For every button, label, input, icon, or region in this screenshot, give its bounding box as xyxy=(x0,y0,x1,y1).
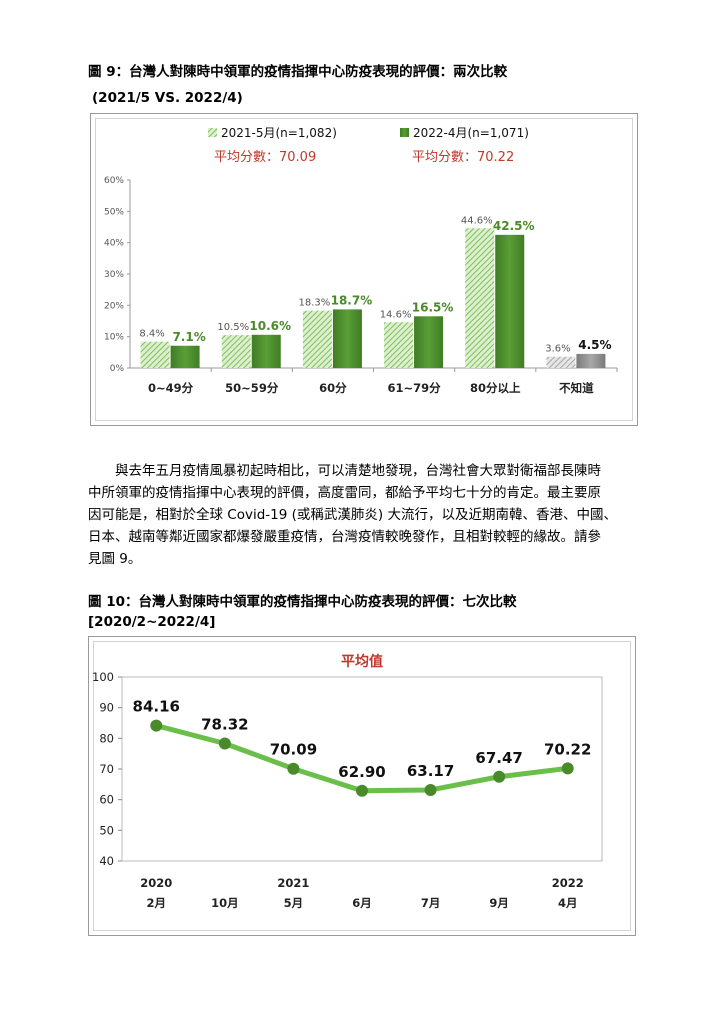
x-tick-label: 80分以上 xyxy=(470,381,521,395)
data-point xyxy=(561,762,574,775)
y-tick-label: 20% xyxy=(104,301,124,311)
paragraph-line: 日本、越南等鄰近國家都爆發嚴重疫情，台灣疫情較晚發作，且相對較輕的緣故。請參 xyxy=(88,529,601,545)
data-label: 62.90 xyxy=(338,763,385,781)
data-label: 70.09 xyxy=(270,741,317,759)
figure-9-frame xyxy=(90,113,638,426)
data-label-2022: 7.1% xyxy=(172,330,205,344)
data-label-2022: 18.7% xyxy=(331,293,373,307)
y-tick-label: 50% xyxy=(104,207,124,217)
legend-label-2021: 2021-5月(n=1,082) xyxy=(221,126,337,140)
paragraph-line: 見圖 9。 xyxy=(88,551,142,567)
figure-10-caption: 圖 10：台灣人對陳時中領軍的疫情指揮中心防疫表現的評價：七次比較 xyxy=(88,594,517,610)
figure-10-subcaption: [2020/2~2022/4] xyxy=(88,614,216,630)
data-label-2021: 3.6% xyxy=(545,344,570,355)
x-month-label: 9月 xyxy=(489,896,509,910)
x-month-label: 7月 xyxy=(421,896,441,910)
x-month-label: 6月 xyxy=(352,896,372,910)
bar-2021 xyxy=(140,341,170,368)
y-tick-label: 60 xyxy=(99,793,114,807)
paragraph-line: 因可能是，相對於全球 Covid-19 (或稱武漢肺炎) 大流行，以及近期南韓、… xyxy=(88,507,617,523)
line-chart-title: 平均值 xyxy=(341,653,383,670)
data-label: 78.32 xyxy=(201,715,248,733)
data-label-2021: 44.6% xyxy=(461,215,493,226)
data-label: 67.47 xyxy=(475,749,522,767)
bar-2021 xyxy=(221,335,251,368)
data-label-2022: 10.6% xyxy=(249,319,291,333)
bar-2021 xyxy=(302,310,332,368)
x-year-label: 2020 xyxy=(140,876,172,890)
data-label: 70.22 xyxy=(544,740,591,758)
x-month-label: 5月 xyxy=(284,896,304,910)
y-tick-label: 40 xyxy=(99,854,114,868)
body-paragraph: 與去年五月疫情風暴初起時相比，可以清楚地發現，台灣社會大眾對衛福部長陳時 中所領… xyxy=(88,460,643,570)
y-tick-label: 60% xyxy=(104,176,124,186)
x-year-label: 2021 xyxy=(277,876,309,890)
bar-2021 xyxy=(465,228,495,368)
data-point xyxy=(218,737,231,750)
x-month-label: 2月 xyxy=(147,896,167,910)
legend-swatch-2021 xyxy=(208,128,217,137)
y-tick-label: 100 xyxy=(92,670,114,684)
data-point xyxy=(287,762,300,775)
x-tick-label: 不知道 xyxy=(559,381,594,395)
bar-2021 xyxy=(546,356,576,368)
y-tick-label: 40% xyxy=(104,239,124,249)
data-label-2021: 18.3% xyxy=(299,298,331,309)
data-label-2022: 16.5% xyxy=(412,300,454,314)
bar-2021 xyxy=(384,322,414,368)
paragraph-line: 中所領軍的疫情指揮中心表現的評價，高度雷同，都給予平均七十分的肯定。最主要原 xyxy=(88,485,601,501)
figure-9-subcaption: (2021/5 VS. 2022/4) xyxy=(92,90,243,106)
average-score-2022: 平均分數：70.22 xyxy=(412,150,514,165)
data-label-2022: 42.5% xyxy=(493,219,535,233)
bar-chart: 0% 10% 20% 30% 40% 50% 60% 8.4% 7.1% 0~49分 10.5% 10… xyxy=(104,126,618,395)
bar-2022 xyxy=(414,316,444,368)
data-point xyxy=(356,784,368,797)
bar-2022 xyxy=(495,234,525,368)
y-tick-label: 80 xyxy=(99,731,114,745)
x-tick-label: 50~59分 xyxy=(225,381,279,395)
bar-2022 xyxy=(251,334,281,368)
x-month-label: 10月 xyxy=(211,896,239,910)
x-year-label: 2022 xyxy=(552,876,584,890)
data-label: 63.17 xyxy=(407,762,454,780)
bar-2022 xyxy=(576,353,606,368)
x-tick-label: 61~79分 xyxy=(388,381,442,395)
y-tick-label: 70 xyxy=(99,762,114,776)
x-tick-label: 0~49分 xyxy=(148,381,194,395)
legend-label-2022: 2022-4月(n=1,071) xyxy=(413,126,529,140)
y-tick-label: 30% xyxy=(104,270,124,280)
x-tick-label: 60分 xyxy=(319,381,347,395)
legend-swatch-2022 xyxy=(400,128,409,137)
data-label-2021: 8.4% xyxy=(139,329,164,340)
bar-2022 xyxy=(332,309,362,368)
data-label-2021: 14.6% xyxy=(380,309,412,320)
data-point xyxy=(150,719,163,732)
y-tick-label: 50 xyxy=(99,823,114,837)
data-point xyxy=(493,770,506,783)
data-point xyxy=(424,783,437,796)
y-tick-label: 90 xyxy=(99,701,114,715)
data-label-2021: 10.5% xyxy=(217,322,249,333)
bar-2022 xyxy=(170,345,200,368)
data-label-2022: 4.5% xyxy=(578,338,611,352)
paragraph-line: 與去年五月疫情風暴初起時相比，可以清楚地發現，台灣社會大眾對衛福部長陳時 xyxy=(115,463,601,479)
data-label: 84.16 xyxy=(133,698,180,716)
y-tick-label: 10% xyxy=(104,333,124,343)
y-tick-label: 0% xyxy=(110,364,125,374)
x-month-label: 4月 xyxy=(558,896,578,910)
figure-9-caption: 圖 9：台灣人對陳時中領軍的疫情指揮中心防疫表現的評價：兩次比較 xyxy=(88,64,508,80)
average-score-2021: 平均分數：70.09 xyxy=(214,150,316,165)
